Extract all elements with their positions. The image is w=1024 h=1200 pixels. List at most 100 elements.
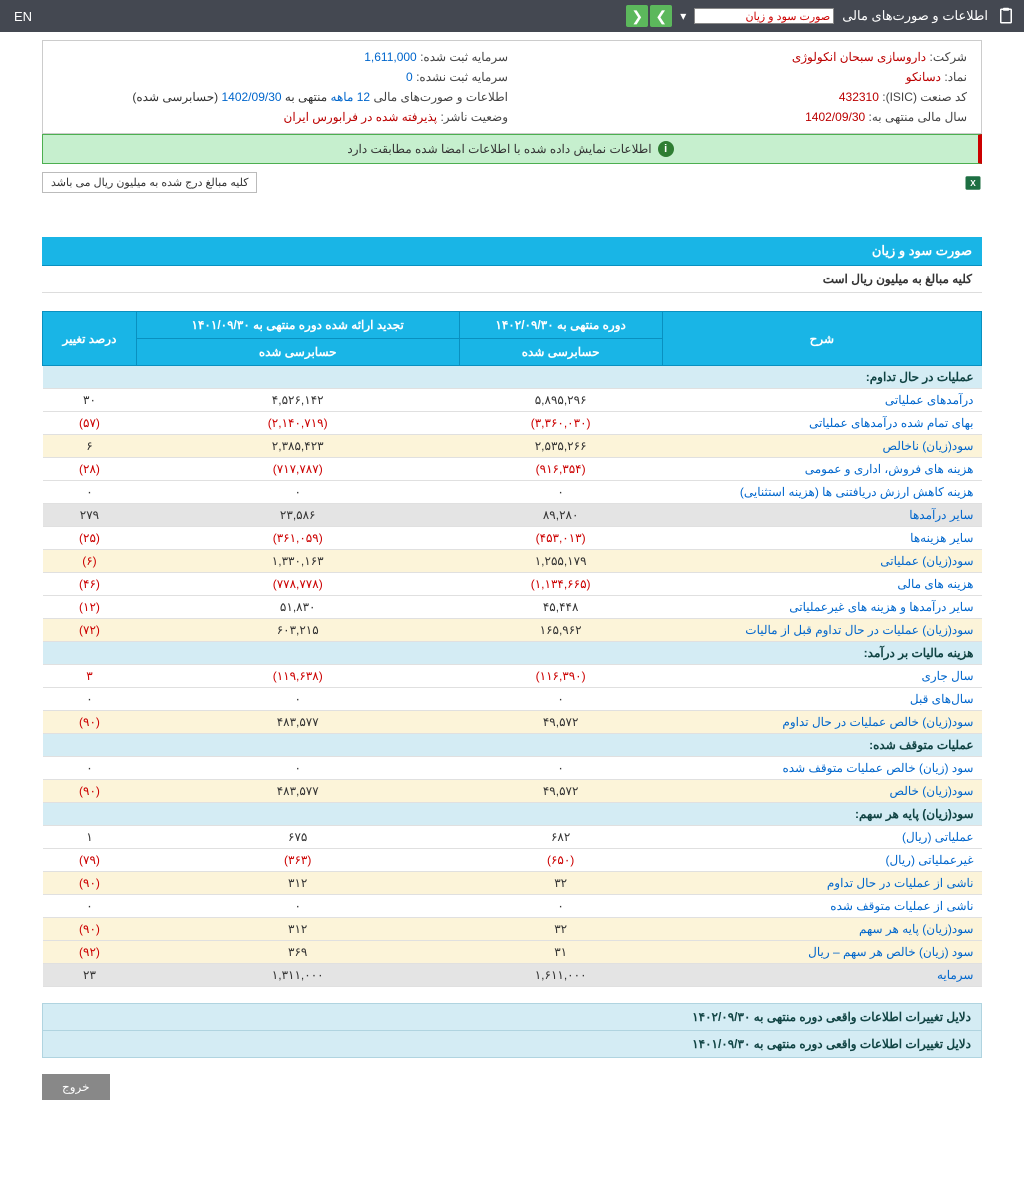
row-desc: عملیاتی (ریال) xyxy=(662,826,981,849)
row-change: ۲۳ xyxy=(43,964,137,987)
page-title: اطلاعات و صورت‌های مالی xyxy=(842,8,988,24)
th-change: درصد تغییر xyxy=(43,312,137,366)
row-value-current: ۴۹,۵۷۲ xyxy=(459,780,662,803)
row-value-prior: (۳۶۳) xyxy=(136,849,459,872)
row-desc: سود(زیان) عملیاتی xyxy=(662,550,981,573)
lang-switch[interactable]: EN xyxy=(8,9,38,24)
exit-button[interactable]: خروج xyxy=(42,1074,110,1100)
row-desc: هزینه کاهش ارزش دریافتنی ها (هزینه استثن… xyxy=(662,481,981,504)
row-desc: سایر درآمدها و هزینه های غیرعملیاتی xyxy=(662,596,981,619)
fiscal-value: 1402/09/30 xyxy=(805,110,865,124)
income-statement-table: شرح دوره منتهی به ۱۴۰۲/۰۹/۳۰ تجدید ارائه… xyxy=(42,311,982,987)
row-change: ۰ xyxy=(43,757,137,780)
row-value-current: (۳,۳۶۰,۰۳۰) xyxy=(459,412,662,435)
footer-note-1: دلایل تغییرات اطلاعات واقعی دوره منتهی ب… xyxy=(42,1003,982,1031)
fiscal-label: سال مالی منتهی به: xyxy=(869,110,967,124)
row-change: (۹۰) xyxy=(43,872,137,895)
row-change: ۰ xyxy=(43,895,137,918)
row-value-prior: (۱۱۹,۶۳۸) xyxy=(136,665,459,688)
capital-unreg-label: سرمایه ثبت نشده: xyxy=(416,70,508,84)
section-header: سود(زیان) پایه هر سهم: xyxy=(43,803,982,826)
row-value-current: (۹۱۶,۳۵۴) xyxy=(459,458,662,481)
capital-reg-label: سرمایه ثبت شده: xyxy=(420,50,508,64)
row-value-current: ۶۸۲ xyxy=(459,826,662,849)
report-label: اطلاعات و صورت‌های مالی xyxy=(373,90,508,104)
row-value-prior: ۴,۵۲۶,۱۴۲ xyxy=(136,389,459,412)
row-desc: سود(زیان) عملیات در حال تداوم قبل از مال… xyxy=(662,619,981,642)
row-change: (۴۶) xyxy=(43,573,137,596)
row-desc: سایر هزینه‌ها xyxy=(662,527,981,550)
row-desc: درآمدهای عملیاتی xyxy=(662,389,981,412)
row-value-current: (۶۵۰) xyxy=(459,849,662,872)
row-value-prior: ۲۳,۵۸۶ xyxy=(136,504,459,527)
th-period1: دوره منتهی به ۱۴۰۲/۰۹/۳۰ xyxy=(459,312,662,339)
row-value-prior: ۳۱۲ xyxy=(136,918,459,941)
row-desc: هزینه های مالی xyxy=(662,573,981,596)
row-value-prior: ۲,۳۸۵,۴۲۳ xyxy=(136,435,459,458)
row-value-current: ۰ xyxy=(459,688,662,711)
row-desc: سود (زیان) خالص عملیات متوقف شده xyxy=(662,757,981,780)
row-value-prior: ۰ xyxy=(136,481,459,504)
row-desc: ناشی از عملیات متوقف شده xyxy=(662,895,981,918)
th-audited2: حسابرسی شده xyxy=(136,339,459,366)
topbar: اطلاعات و صورت‌های مالی ▾ ❯ ❮ EN xyxy=(0,0,1024,32)
row-desc: سود (زیان) خالص هر سهم – ریال xyxy=(662,941,981,964)
info-icon: i xyxy=(658,141,674,157)
row-desc: سال جاری xyxy=(662,665,981,688)
row-value-prior: ۰ xyxy=(136,895,459,918)
company-value: داروسازی سبحان انکولوژی xyxy=(792,50,926,64)
row-desc: سرمایه xyxy=(662,964,981,987)
row-value-prior: ۰ xyxy=(136,688,459,711)
clipboard-icon xyxy=(996,6,1016,26)
capital-reg-value: 1,611,000 xyxy=(364,50,417,64)
row-change: ۲۷۹ xyxy=(43,504,137,527)
currency-note: کلیه مبالغ درج شده به میلیون ریال می باش… xyxy=(42,172,257,193)
row-change: (۷۹) xyxy=(43,849,137,872)
row-change: ۳ xyxy=(43,665,137,688)
row-desc: سود(زیان) خالص عملیات در حال تداوم xyxy=(662,711,981,734)
row-change: (۲۵) xyxy=(43,527,137,550)
excel-icon[interactable]: X xyxy=(964,174,982,192)
row-desc: سود(زیان) ناخالص xyxy=(662,435,981,458)
row-change: ۳۰ xyxy=(43,389,137,412)
row-change: (۶) xyxy=(43,550,137,573)
row-desc: سود(زیان) خالص xyxy=(662,780,981,803)
row-value-prior: ۶۷۵ xyxy=(136,826,459,849)
row-value-current: (۱,۱۳۴,۶۶۵) xyxy=(459,573,662,596)
status-label: وضعیت ناشر: xyxy=(440,110,508,124)
footer-note-2: دلایل تغییرات اطلاعات واقعی دوره منتهی ب… xyxy=(42,1031,982,1058)
row-desc: غیرعملیاتی (ریال) xyxy=(662,849,981,872)
row-change: ۶ xyxy=(43,435,137,458)
row-change: (۵۷) xyxy=(43,412,137,435)
row-value-prior: ۵۱,۸۳۰ xyxy=(136,596,459,619)
row-value-current: ۱,۲۵۵,۱۷۹ xyxy=(459,550,662,573)
row-change: (۹۰) xyxy=(43,918,137,941)
row-value-current: ۱۶۵,۹۶۲ xyxy=(459,619,662,642)
section-header: عملیات در حال تداوم: xyxy=(43,366,982,389)
row-value-prior: ۴۸۳,۵۷۷ xyxy=(136,780,459,803)
row-value-current: ۵,۸۹۵,۲۹۶ xyxy=(459,389,662,412)
nav-prev-icon[interactable]: ❮ xyxy=(626,5,648,27)
svg-text:X: X xyxy=(970,179,976,188)
status-value: پذیرفته شده در فرابورس ایران xyxy=(284,110,438,124)
capital-unreg-value: 0 xyxy=(406,70,413,84)
row-desc: سایر درآمدها xyxy=(662,504,981,527)
nav-next-icon[interactable]: ❯ xyxy=(650,5,672,27)
verification-bar: i اطلاعات نمایش داده شده با اطلاعات امضا… xyxy=(42,134,982,164)
row-desc: ناشی از عملیات در حال تداوم xyxy=(662,872,981,895)
row-change: (۹۰) xyxy=(43,711,137,734)
row-change: (۹۲) xyxy=(43,941,137,964)
row-value-current: ۳۲ xyxy=(459,872,662,895)
row-value-prior: ۱,۳۱۱,۰۰۰ xyxy=(136,964,459,987)
row-value-current: (۱۱۶,۳۹۰) xyxy=(459,665,662,688)
row-value-current: (۴۵۳,۰۱۳) xyxy=(459,527,662,550)
row-value-prior: ۶۰۳,۲۱۵ xyxy=(136,619,459,642)
dropdown-icon[interactable]: ▾ xyxy=(680,9,686,23)
company-label: شرکت: xyxy=(929,50,967,64)
row-value-prior: ۴۸۳,۵۷۷ xyxy=(136,711,459,734)
row-desc: هزینه های فروش، اداری و عمومی xyxy=(662,458,981,481)
row-desc: سود(زیان) پایه هر سهم xyxy=(662,918,981,941)
report-select[interactable] xyxy=(694,8,834,24)
row-value-current: ۴۵,۴۴۸ xyxy=(459,596,662,619)
verification-msg: اطلاعات نمایش داده شده با اطلاعات امضا ش… xyxy=(347,142,651,156)
